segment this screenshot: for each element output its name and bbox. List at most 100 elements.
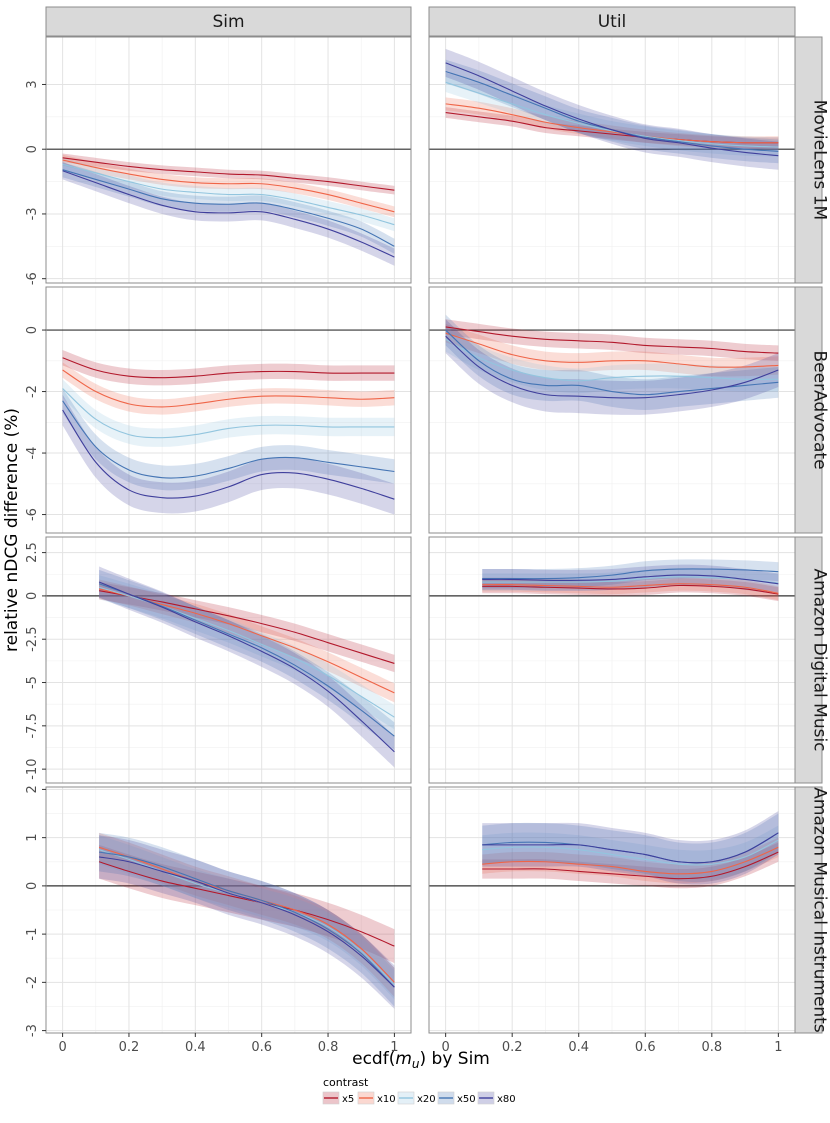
- confidence-band-x80: [445, 48, 779, 170]
- series-group: [98, 832, 395, 1009]
- panel-movielens-1m-sim: [45, 36, 412, 284]
- y-tick-label: -4: [25, 447, 40, 460]
- row-strip-amazon-digital-music: [794, 536, 823, 784]
- y-tick-label: 0: [25, 326, 40, 334]
- series-group: [445, 48, 779, 170]
- y-tick-label: 0: [25, 592, 40, 600]
- panel-beeradvocate-util: [428, 286, 796, 534]
- row-strip-beeradvocate: [794, 286, 823, 534]
- series-line-x20: [482, 839, 779, 866]
- series-line-x50: [99, 851, 395, 988]
- confidence-band-x20: [99, 575, 395, 730]
- legend-label-x10: x10: [377, 1094, 396, 1105]
- row-strip-movielens-1m: [794, 36, 823, 284]
- series-line-x10: [445, 332, 779, 368]
- confidence-band-x5: [445, 319, 779, 361]
- legend-item-x10: x10: [357, 1091, 396, 1105]
- series-line-x80: [445, 62, 779, 157]
- series-line-x80: [482, 574, 779, 585]
- confidence-band-x10: [445, 323, 779, 377]
- confidence-band-x50: [482, 559, 779, 589]
- y-tick-label: -2: [25, 976, 40, 989]
- x-tick-label: 0: [58, 1040, 66, 1055]
- confidence-band-x50: [445, 59, 779, 164]
- panel-amazon-digital-music-sim: [45, 536, 412, 784]
- panel-amazon-digital-music-util: [428, 536, 796, 784]
- panel-beeradvocate-sim: [45, 286, 412, 534]
- y-tick-label: 3: [25, 80, 40, 88]
- y-tick-label: -2.5: [25, 627, 40, 652]
- x-tick-label: 0.2: [119, 1040, 140, 1055]
- confidence-band-x80: [62, 394, 395, 515]
- confidence-band-x50: [99, 832, 395, 1007]
- panel-border: [45, 286, 412, 534]
- series-line-x10: [62, 159, 395, 213]
- column-strip-util: [428, 6, 796, 37]
- series-line-x5: [62, 357, 395, 379]
- panel-movielens-1m-util: [428, 36, 796, 284]
- x-tick-label: 0.4: [185, 1040, 206, 1055]
- series-line-x5: [98, 861, 395, 947]
- row-strip-amazon-musical-instruments: [794, 786, 823, 1034]
- x-axis-title-sub: u: [412, 1057, 420, 1071]
- confidence-band-x80: [482, 811, 779, 885]
- x-tick-label: 0.6: [635, 1040, 656, 1055]
- legend-label-x20: x20: [417, 1094, 436, 1105]
- confidence-band-x10: [62, 154, 395, 218]
- x-axis-title-prefix: ecdf(: [352, 1049, 395, 1069]
- panel-amazon-musical-instruments-sim: [45, 786, 412, 1034]
- series-group: [482, 811, 779, 889]
- series-group: [445, 314, 779, 415]
- row-strip-label-beeradvocate: BeerAdvocate: [810, 350, 830, 469]
- series-line-x5: [98, 590, 395, 664]
- series-line-x10: [62, 369, 395, 408]
- y-tick-label: -1: [25, 928, 40, 941]
- panel-amazon-musical-instruments-util: [428, 786, 796, 1034]
- y-tick-label: 2.5: [25, 542, 40, 563]
- series-group: [62, 350, 395, 515]
- panels-layer: [45, 36, 796, 1034]
- legend-item-x20: x20: [397, 1091, 436, 1105]
- column-strip-label-util: Util: [598, 12, 627, 32]
- series-line-x20: [482, 576, 779, 584]
- y-tick-label: -2: [25, 385, 40, 398]
- series-line-x5: [482, 851, 779, 880]
- series-line-x50: [62, 400, 395, 479]
- panel-border: [45, 36, 412, 284]
- y-tick-label: -6: [25, 508, 40, 521]
- panel-border: [45, 536, 412, 784]
- series-line-x50: [482, 568, 779, 580]
- confidence-band-x20: [62, 379, 395, 447]
- x-tick-label: 0.6: [251, 1040, 272, 1055]
- axes-layer: 3 0 -3 -6 0 -2 -4 -6 2.5 0 -2.5 -5 -7.5 -10 2 1 0 -1 -2 -3 0…: [25, 80, 783, 1055]
- legend-title: contrast: [323, 1076, 369, 1089]
- confidence-band-x20: [99, 835, 395, 1000]
- y-tick-label: 0: [25, 882, 40, 890]
- column-strip-label-sim: Sim: [212, 12, 244, 32]
- confidence-band-x80: [99, 566, 395, 768]
- column-strip-sim: [45, 6, 412, 37]
- series-line-x20: [445, 81, 779, 148]
- series-line-x5: [445, 326, 779, 354]
- y-tick-label: -6: [25, 272, 40, 285]
- y-tick-label: 2: [25, 785, 40, 793]
- series-line-x10: [445, 103, 779, 144]
- series-line-x5: [482, 584, 779, 595]
- y-tick-label: -5: [25, 676, 40, 689]
- series-line-x20: [445, 338, 779, 382]
- x-tick-label: 0.2: [502, 1040, 523, 1055]
- legend-label-x50: x50: [457, 1094, 476, 1105]
- x-tick-label: 1: [774, 1040, 782, 1055]
- x-tick-label: 0.4: [568, 1040, 589, 1055]
- series-line-x10: [482, 846, 779, 875]
- series-line-x80: [482, 832, 779, 864]
- series-line-x80: [98, 581, 395, 753]
- series-line-x80: [99, 856, 395, 988]
- confidence-band-x20: [445, 72, 779, 157]
- legend: contrast x5 x10 x20 x50 x80: [322, 1076, 516, 1105]
- confidence-band-x50: [62, 162, 395, 254]
- confidence-band-x10: [445, 97, 779, 150]
- x-tick-label: 0.8: [701, 1040, 722, 1055]
- x-tick-label: 0: [441, 1040, 449, 1055]
